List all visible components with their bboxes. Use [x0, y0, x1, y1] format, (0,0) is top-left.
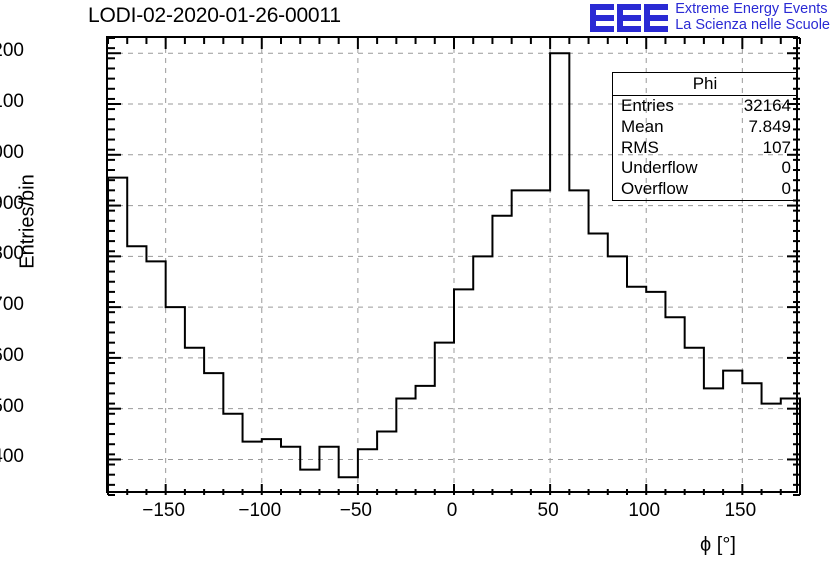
- stats-rows: Entries 32164 Mean 7.849 RMS 107 Underflow 0 Ove…: [613, 96, 797, 200]
- grid-lines: [107, 37, 801, 496]
- x-tick-label: −150: [142, 500, 186, 521]
- letter-e-icon: [644, 3, 669, 32]
- stats-key: Mean: [621, 116, 664, 136]
- x-tick-label: −50: [339, 500, 372, 521]
- logo-line-1: Extreme Energy Events: [675, 1, 828, 17]
- eee-logo: Extreme Energy Events La Scienza nelle S…: [590, 1, 830, 33]
- logo-line-2: La Scienza nelle Scuole: [675, 16, 830, 33]
- stats-row: Underflow 0: [613, 158, 797, 179]
- x-tick-label: 0: [446, 500, 458, 521]
- stats-value: 32164: [743, 96, 791, 116]
- histogram-outline: [107, 52, 801, 495]
- y-tick-label: 800: [0, 243, 24, 265]
- page-title: LODI-02-2020-01-26-00011: [88, 4, 341, 27]
- letter-e-icon: [590, 3, 615, 32]
- plot-frame: [106, 36, 801, 496]
- eee-logo-text: Extreme Energy Events La Scienza nelle S…: [675, 1, 830, 33]
- y-tick-label: 900: [0, 192, 24, 214]
- stats-row: Entries 32164: [613, 96, 797, 117]
- stats-row: Mean 7.849: [613, 117, 797, 138]
- stats-value: 0: [781, 158, 791, 178]
- x-tick-label: 100: [628, 500, 661, 521]
- stats-value: 0: [781, 178, 791, 198]
- stats-row: RMS 107: [613, 138, 797, 159]
- x-axis-title: ϕ [°]: [700, 534, 736, 556]
- stats-value: 107: [762, 137, 791, 157]
- letter-e-icon: [617, 3, 642, 32]
- x-tick-label: −100: [238, 500, 282, 521]
- stats-title: Phi: [613, 73, 797, 97]
- y-tick-label: 400: [0, 446, 24, 468]
- stats-key: Entries: [621, 96, 674, 116]
- stats-key: RMS: [621, 137, 659, 157]
- y-tick-label: 1000: [0, 141, 24, 163]
- stats-key: Overflow: [621, 178, 689, 198]
- y-tick-label: 600: [0, 344, 24, 366]
- y-tick-label: 1200: [0, 40, 24, 62]
- y-tick-label: 500: [0, 395, 24, 417]
- x-tick-label: 50: [537, 500, 559, 521]
- y-tick-label: 700: [0, 294, 24, 316]
- stats-value: 7.849: [748, 116, 791, 136]
- y-tick-label: 1100: [0, 91, 24, 112]
- eee-logo-mark: [590, 3, 669, 32]
- stats-box: Phi Entries 32164 Mean 7.849 RMS 107 Underflow…: [612, 72, 798, 201]
- stats-key: Underflow: [621, 158, 698, 178]
- x-tick-label: 150: [724, 500, 757, 521]
- stats-row: Overflow 0: [613, 179, 797, 200]
